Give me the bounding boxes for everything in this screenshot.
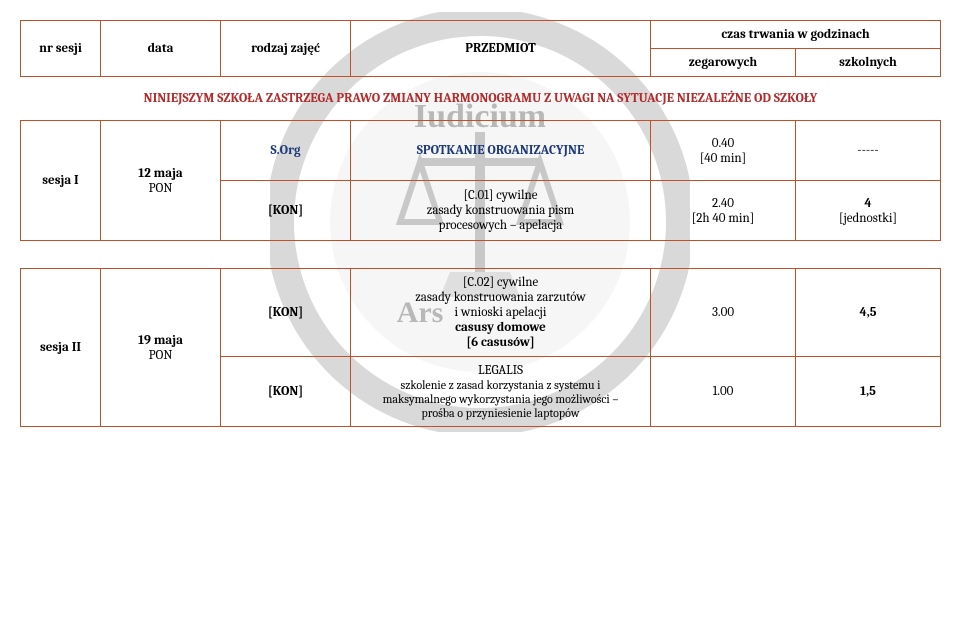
przed-l5: [6 casusów] — [359, 335, 642, 350]
cell-szkolnych: 4,5 — [796, 269, 941, 357]
cell-przedmiot: SPOTKANIE ORGANIZACYJNE — [351, 121, 651, 181]
cell-szkolnych: 4 [jednostki] — [796, 181, 941, 241]
hdr-szkolnych: szkolnych — [796, 49, 941, 77]
przed-l4: prośba o przyniesienie laptopów — [359, 406, 642, 420]
hdr-data: data — [101, 21, 221, 77]
table-row: sesja I 12 maja PON S.Org SPOTKANIE ORGA… — [21, 121, 941, 181]
sesja-date: 12 maja PON — [101, 121, 221, 241]
zeg-value: 0.40 — [659, 136, 787, 151]
hdr-nr-sesji: nr sesji — [21, 21, 101, 77]
header-row-1: nr sesji data rodzaj zajęć PRZEDMIOT cza… — [21, 21, 941, 49]
schedule-table: nr sesji data rodzaj zajęć PRZEDMIOT cza… — [20, 20, 941, 427]
szk-detail: [jednostki] — [804, 211, 932, 226]
hdr-rodzaj: rodzaj zajęć — [221, 21, 351, 77]
przed-l2: zasady konstruowania zarzutów — [359, 290, 642, 305]
cell-rodzaj: S.Org — [221, 121, 351, 181]
gap-row — [21, 241, 941, 269]
szk-value: 4 — [804, 196, 932, 211]
przed-l3: procesowych – apelacja — [359, 218, 642, 233]
cell-przedmiot: LEGALIS szkolenie z zasad korzystania z … — [351, 357, 651, 427]
cell-zegarowych: 2.40 [2h 40 min] — [651, 181, 796, 241]
przed-l3: maksymalnego wykorzystania jego możliwoś… — [359, 392, 642, 406]
date-line1: 19 maja — [109, 333, 212, 348]
cell-rodzaj: [KON] — [221, 269, 351, 357]
zeg-value: 2.40 — [659, 196, 787, 211]
notice-row: NINIEJSZYM SZKOŁA ZASTRZEGA PRAWO ZMIANY… — [21, 77, 941, 121]
przed-l2: szkolenie z zasad korzystania z systemu … — [359, 378, 642, 392]
cell-zegarowych: 0.40 [40 min] — [651, 121, 796, 181]
cell-przedmiot: [C.02] cywilne zasady konstruowania zarz… — [351, 269, 651, 357]
cell-szkolnych: 1,5 — [796, 357, 941, 427]
cell-rodzaj: [KON] — [221, 357, 351, 427]
notice-text: NINIEJSZYM SZKOŁA ZASTRZEGA PRAWO ZMIANY… — [21, 77, 941, 121]
sesja-label: sesja II — [21, 269, 101, 427]
przed-l1: [C.02] cywilne — [359, 275, 642, 290]
cell-szkolnych: ----- — [796, 121, 941, 181]
hdr-czas-top: czas trwania w godzinach — [651, 21, 941, 49]
date-line2: PON — [109, 181, 212, 196]
cell-rodzaj: [KON] — [221, 181, 351, 241]
date-line2: PON — [109, 348, 212, 363]
zeg-detail: [2h 40 min] — [659, 211, 787, 226]
sesja-label: sesja I — [21, 121, 101, 241]
przed-l2: zasady konstruowania pism — [359, 203, 642, 218]
hdr-przedmiot: PRZEDMIOT — [351, 21, 651, 77]
cell-zegarowych: 1.00 — [651, 357, 796, 427]
przed-l4: casusy domowe — [359, 320, 642, 335]
przed-l1: LEGALIS — [359, 363, 642, 378]
hdr-zegarowych: zegarowych — [651, 49, 796, 77]
cell-zegarowych: 3.00 — [651, 269, 796, 357]
date-line1: 12 maja — [109, 166, 212, 181]
table-row: sesja II 19 maja PON [KON] [C.02] cywiln… — [21, 269, 941, 357]
sesja-date: 19 maja PON — [101, 269, 221, 427]
cell-przedmiot: [C.01] cywilne zasady konstruowania pism… — [351, 181, 651, 241]
przed-l1: [C.01] cywilne — [359, 188, 642, 203]
przed-l3: i wnioski apelacji — [359, 305, 642, 320]
zeg-detail: [40 min] — [659, 151, 787, 166]
